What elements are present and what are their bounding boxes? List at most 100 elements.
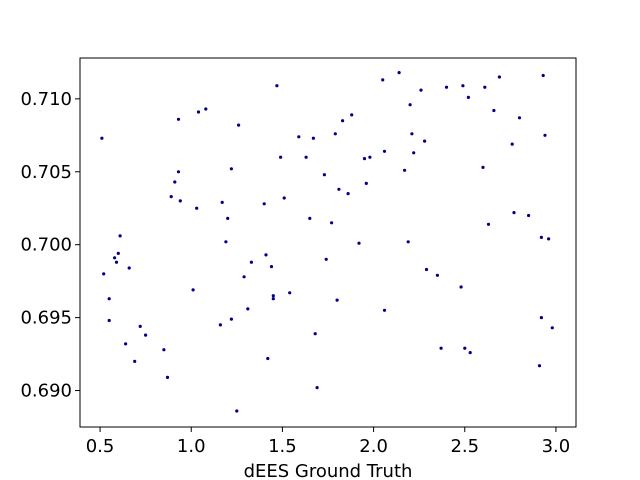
- plot-background: [80, 58, 576, 427]
- data-point-73: [419, 88, 423, 92]
- data-point-40: [271, 297, 275, 301]
- data-point-32: [242, 275, 246, 279]
- data-point-44: [288, 291, 292, 295]
- data-point-43: [282, 196, 286, 200]
- data-point-0: [100, 136, 104, 140]
- data-point-3: [107, 318, 111, 323]
- data-point-21: [195, 206, 199, 210]
- x-tick-label: 2.0: [359, 436, 388, 457]
- y-tick-label: 0.700: [20, 235, 72, 256]
- data-point-36: [264, 253, 268, 257]
- data-point-31: [237, 123, 241, 127]
- y-tick-label: 0.690: [20, 381, 72, 402]
- data-point-53: [330, 221, 334, 225]
- data-point-12: [144, 333, 148, 337]
- data-point-8: [124, 342, 128, 346]
- data-point-26: [224, 240, 228, 244]
- x-tick-label: 2.5: [450, 436, 479, 457]
- data-point-20: [191, 288, 195, 292]
- data-point-10: [133, 359, 137, 363]
- y-tick-label: 0.695: [20, 308, 72, 329]
- data-point-55: [335, 298, 339, 302]
- data-point-60: [357, 241, 361, 245]
- data-point-76: [435, 273, 439, 277]
- data-point-75: [424, 267, 429, 272]
- data-point-15: [169, 195, 173, 199]
- data-point-70: [408, 103, 412, 107]
- x-tick-label: 1.5: [268, 436, 297, 457]
- data-point-59: [350, 113, 354, 117]
- data-point-27: [226, 216, 230, 220]
- data-point-38: [269, 265, 274, 269]
- data-point-91: [517, 116, 522, 120]
- data-point-13: [162, 348, 166, 352]
- data-point-9: [127, 266, 131, 270]
- data-point-19: [178, 199, 182, 203]
- data-point-66: [382, 149, 387, 153]
- data-point-48: [311, 136, 315, 140]
- data-point-61: [362, 157, 367, 161]
- data-point-17: [176, 117, 181, 121]
- data-point-84: [481, 165, 485, 169]
- data-point-62: [364, 181, 368, 185]
- data-point-18: [176, 170, 181, 174]
- data-point-56: [337, 187, 341, 191]
- data-points: [100, 71, 554, 413]
- data-point-98: [547, 237, 551, 241]
- data-point-72: [412, 151, 416, 155]
- data-point-83: [468, 351, 472, 355]
- data-point-71: [410, 132, 414, 136]
- data-point-67: [397, 71, 401, 75]
- data-point-37: [266, 356, 270, 361]
- data-point-41: [275, 84, 279, 88]
- data-point-24: [218, 323, 222, 327]
- data-point-7: [118, 234, 122, 238]
- data-point-29: [229, 167, 233, 171]
- x-axis-ticks: 0.5 1.0 1.5 2.0 2.5 3.0: [86, 427, 571, 457]
- data-point-95: [539, 316, 544, 320]
- y-axis-ticks: 0.690 0.695 0.700 0.705 0.710: [20, 89, 80, 402]
- data-point-30: [235, 409, 239, 413]
- data-point-86: [486, 222, 491, 226]
- data-point-46: [304, 155, 308, 159]
- data-point-89: [510, 142, 514, 146]
- data-point-34: [249, 260, 253, 264]
- data-point-94: [539, 235, 544, 239]
- x-tick-label: 3.0: [542, 436, 571, 457]
- data-point-58: [346, 192, 350, 196]
- data-point-81: [463, 346, 467, 350]
- data-point-87: [492, 108, 496, 113]
- data-point-65: [382, 308, 387, 312]
- data-point-28: [229, 317, 233, 321]
- data-point-78: [444, 85, 449, 89]
- data-point-42: [279, 155, 283, 159]
- data-point-35: [262, 202, 266, 206]
- data-point-99: [550, 326, 554, 330]
- data-point-79: [459, 285, 463, 289]
- data-point-6: [116, 251, 120, 255]
- data-point-90: [512, 211, 516, 215]
- data-point-74: [423, 139, 427, 143]
- data-point-4: [113, 256, 117, 260]
- data-point-97: [543, 133, 547, 137]
- data-point-68: [403, 168, 407, 172]
- x-tick-label: 0.5: [86, 436, 115, 457]
- data-point-5: [114, 260, 119, 264]
- data-point-77: [439, 346, 443, 350]
- data-point-1: [102, 272, 106, 276]
- data-point-33: [246, 307, 250, 311]
- data-point-82: [466, 95, 470, 99]
- x-tick-label: 1.0: [177, 436, 206, 457]
- data-point-51: [322, 173, 326, 177]
- data-point-49: [313, 332, 317, 336]
- data-point-2: [107, 297, 111, 301]
- data-point-14: [165, 375, 170, 379]
- data-point-54: [333, 132, 337, 136]
- data-point-85: [483, 85, 487, 89]
- data-point-88: [497, 75, 501, 79]
- data-point-11: [138, 324, 142, 328]
- data-point-92: [527, 213, 531, 218]
- y-tick-label: 0.705: [20, 162, 72, 183]
- data-point-57: [341, 119, 345, 123]
